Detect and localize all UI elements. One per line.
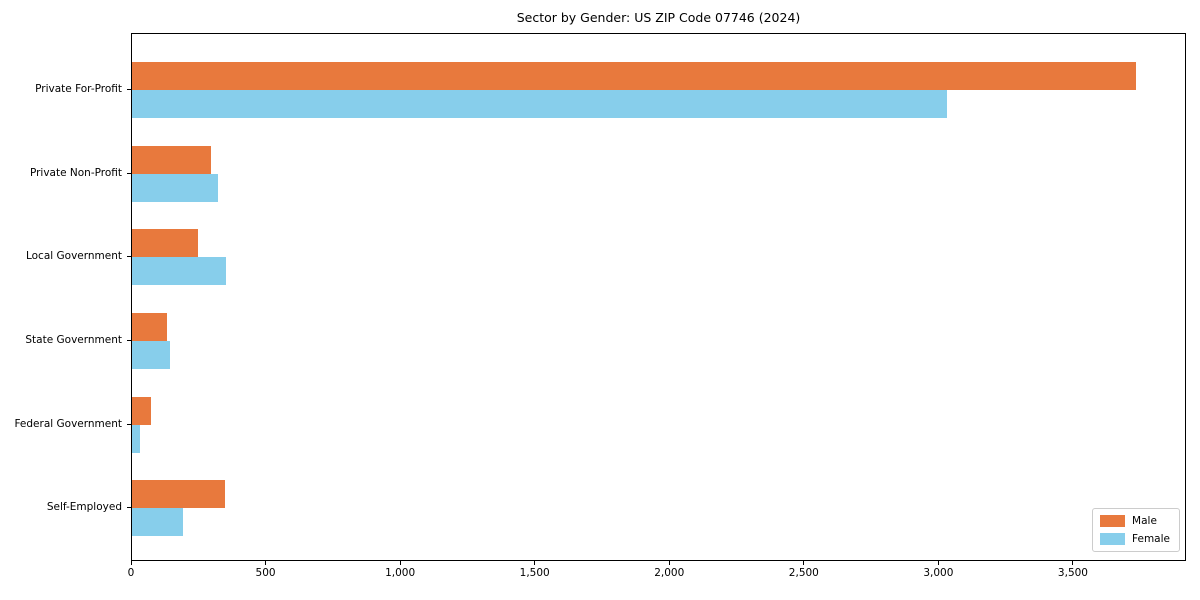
y-tick-mark <box>127 507 131 509</box>
x-tick-mark <box>668 561 670 565</box>
legend-label-female: Female <box>1132 533 1170 545</box>
y-tick-label-self-employed: Self-Employed <box>46 501 122 514</box>
x-tick-label-3000: 3,000 <box>923 567 954 579</box>
y-tick-label-local-government: Local Government <box>25 250 122 263</box>
bar-male-state-government <box>132 313 167 341</box>
bar-male-self-employed <box>132 480 225 509</box>
legend-swatch-female <box>1100 533 1126 545</box>
x-tick-mark <box>534 561 536 565</box>
y-tick-mark <box>127 340 131 341</box>
y-tick-mark <box>127 256 131 258</box>
x-tick-label-1000: 1,000 <box>385 567 416 579</box>
x-tick-mark <box>130 561 132 565</box>
bar-female-private-non-profit <box>132 173 219 202</box>
legend-item-female: Female <box>1100 533 1170 545</box>
x-tick-label-2500: 2,500 <box>788 567 819 579</box>
y-tick-label-private-non-profit: Private Non-Profit <box>29 166 122 179</box>
bar-female-private-for-profit <box>132 90 948 118</box>
y-tick-mark <box>127 89 131 90</box>
x-tick-mark <box>1072 561 1074 565</box>
x-tick-label-0: 0 <box>127 567 135 579</box>
bar-female-local-government <box>132 257 227 286</box>
bar-female-federal-government <box>132 424 141 453</box>
x-tick-label-3500: 3,500 <box>1057 567 1088 579</box>
legend-item-male: Male <box>1100 515 1170 527</box>
legend: Male Female <box>1092 508 1180 552</box>
bar-male-private-for-profit <box>132 62 1136 90</box>
legend-label-male: Male <box>1132 515 1157 527</box>
y-tick-mark <box>127 172 131 174</box>
x-tick-mark <box>937 561 939 565</box>
y-tick-label-private-for-profit: Private For-Profit <box>35 83 122 95</box>
y-tick-label-state-government: State Government <box>25 334 122 346</box>
y-tick-mark <box>127 423 131 425</box>
bar-female-state-government <box>132 341 170 369</box>
x-tick-label-2000: 2,000 <box>654 567 685 579</box>
legend-swatch-male <box>1100 515 1126 527</box>
x-tick-mark <box>265 561 267 565</box>
x-tick-mark <box>399 561 401 565</box>
chart-title: Sector by Gender: US ZIP Code 07746 (202… <box>516 10 801 25</box>
x-tick-label-1500: 1,500 <box>519 567 550 579</box>
bar-male-federal-government <box>132 396 151 425</box>
plot-area: Male Female <box>131 33 1186 561</box>
x-tick-label-500: 500 <box>255 567 276 579</box>
bar-male-private-non-profit <box>132 145 212 174</box>
y-tick-label-federal-government: Federal Government <box>14 417 122 430</box>
x-tick-mark <box>803 561 805 565</box>
bar-female-self-employed <box>132 508 184 537</box>
bar-male-local-government <box>132 229 198 258</box>
